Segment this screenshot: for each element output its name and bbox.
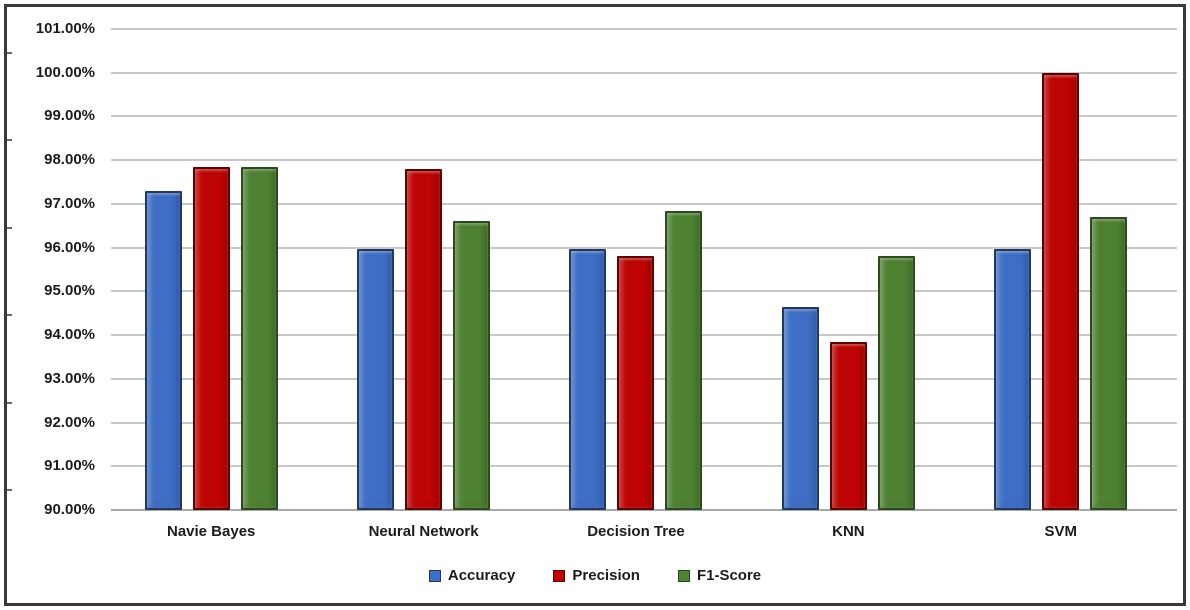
- y-tick-label: 95.00%: [44, 282, 95, 300]
- legend-label: F1-Score: [696, 567, 762, 584]
- x-tick-label: KNN: [832, 523, 865, 540]
- bar-precision-navie-bayes: [192, 166, 230, 510]
- legend-item-f1-score: F1-Score: [677, 567, 762, 584]
- legend-item-accuracy: Accuracy: [428, 567, 516, 584]
- gridline: [111, 246, 1177, 249]
- gridline: [111, 159, 1177, 162]
- gridline: [111, 509, 1177, 511]
- y-tick-label: 92.00%: [44, 413, 95, 431]
- y-tick-label: 99.00%: [44, 107, 95, 125]
- bar-accuracy-navie-bayes: [144, 190, 182, 510]
- y-tick-label: 98.00%: [44, 151, 95, 169]
- bar-f1-score-decision-tree: [665, 210, 703, 510]
- plot-area: [105, 28, 1177, 511]
- legend-swatch-icon: [677, 569, 690, 582]
- bar-group-knn: [742, 29, 954, 510]
- bar-group-navie-bayes: [105, 29, 317, 510]
- legend-item-precision: Precision: [553, 567, 640, 584]
- chart-frame: 101.00% 100.00% 99.00% 98.00% 97.00% 96.00% 95…: [4, 4, 1186, 606]
- bar-precision-neural-network: [405, 168, 443, 510]
- legend-label: Precision: [572, 567, 640, 584]
- y-tick-label: 90.00%: [44, 501, 95, 518]
- y-tick-label: 93.00%: [44, 369, 95, 387]
- legend: Accuracy Precision F1-Score: [7, 567, 1183, 584]
- bar-f1-score-navie-bayes: [240, 166, 278, 510]
- x-tick-label: Decision Tree: [587, 523, 685, 540]
- axis-tick: [7, 139, 12, 142]
- axis-tick: [7, 52, 12, 54]
- x-tick-label: Neural Network: [368, 523, 479, 540]
- y-tick-label: 100.00%: [35, 63, 95, 81]
- axis-tick: [7, 314, 12, 317]
- bar-accuracy-svm: [994, 248, 1032, 510]
- y-tick-label: 91.00%: [44, 457, 95, 475]
- gridline: [111, 202, 1177, 205]
- legend-swatch-icon: [428, 569, 441, 582]
- bar-group-decision-tree: [530, 29, 742, 510]
- bar-f1-score-svm: [1090, 217, 1128, 510]
- gridline: [111, 28, 1177, 30]
- bar-group-svm: [955, 29, 1167, 510]
- bar-precision-knn: [829, 341, 867, 510]
- bar-group-neural-network: [317, 29, 529, 510]
- bar-accuracy-decision-tree: [569, 248, 607, 510]
- y-tick-label: 101.00%: [35, 20, 95, 37]
- y-tick-label: 94.00%: [44, 326, 95, 344]
- y-tick-label: 97.00%: [44, 194, 95, 212]
- gridline: [111, 115, 1177, 118]
- bar-precision-decision-tree: [617, 256, 655, 510]
- y-tick-label: 96.00%: [44, 238, 95, 256]
- bar-accuracy-knn: [781, 306, 819, 510]
- axis-tick: [7, 401, 12, 404]
- legend-label: Accuracy: [447, 567, 516, 584]
- x-tick-label: SVM: [1044, 523, 1078, 540]
- bar-precision-svm: [1042, 72, 1080, 510]
- axis-tick: [7, 489, 12, 492]
- bar-f1-score-knn: [877, 256, 915, 510]
- x-tick-label: Navie Bayes: [166, 523, 256, 540]
- gridline: [111, 71, 1177, 74]
- bar-accuracy-neural-network: [357, 248, 395, 510]
- axis-tick: [7, 226, 12, 229]
- bar-f1-score-neural-network: [453, 221, 491, 510]
- legend-swatch-icon: [553, 569, 566, 582]
